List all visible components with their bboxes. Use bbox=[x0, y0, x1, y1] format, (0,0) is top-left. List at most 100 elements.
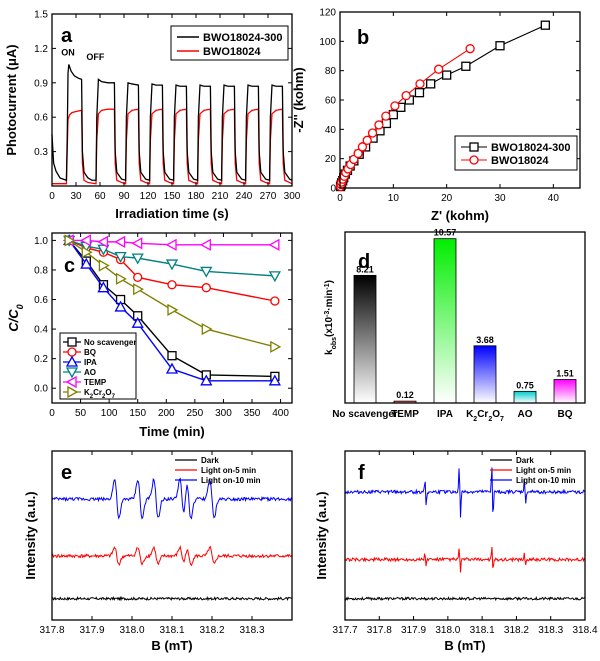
x-tick-label: 250 bbox=[187, 408, 204, 419]
y-tick-label: 120 bbox=[319, 8, 336, 19]
bar-value-label: 8.21 bbox=[356, 264, 374, 274]
panel-label-b: b bbox=[357, 27, 369, 49]
legend-marker bbox=[65, 367, 79, 379]
y-axis-label: -Z'' (kohm) bbox=[291, 67, 306, 132]
data-point bbox=[115, 272, 127, 285]
x-tick-label: 120 bbox=[140, 191, 157, 202]
y-axis-label: Intensity (a.u.) bbox=[23, 491, 38, 579]
legend-entry: Light on-10 min bbox=[201, 476, 261, 485]
data-point bbox=[414, 88, 425, 98]
y-axis-label: C/C0 bbox=[6, 304, 25, 331]
y-tick-label: 0.2 bbox=[34, 354, 48, 365]
x-axis-label: Z' (kohm) bbox=[431, 208, 489, 223]
x-tick-label: 200 bbox=[158, 408, 175, 419]
legend-entry: BWO18024-300 bbox=[491, 142, 571, 154]
data-point bbox=[79, 234, 91, 247]
series-line-Light on-10 min bbox=[51, 477, 293, 520]
x-tick-label: 318.2 bbox=[504, 625, 529, 636]
x-axis-label: Irradiation time (s) bbox=[115, 206, 228, 221]
legend-entry: AO bbox=[84, 368, 96, 377]
data-point bbox=[268, 238, 280, 251]
data-point bbox=[165, 238, 177, 251]
data-point bbox=[465, 44, 475, 54]
y-axis-label: Intensity (a.u.) bbox=[314, 491, 329, 579]
data-point bbox=[442, 70, 452, 80]
legend-entry: Light on-5 min bbox=[201, 466, 256, 475]
data-point bbox=[133, 283, 145, 296]
data-point bbox=[114, 252, 127, 263]
legend-entry: TEMP bbox=[84, 378, 107, 387]
data-point bbox=[270, 340, 282, 353]
bar-value-label: 0.75 bbox=[516, 380, 534, 390]
data-point bbox=[362, 135, 372, 145]
data-point bbox=[201, 283, 211, 293]
legend-entry: No scavenger bbox=[84, 338, 136, 347]
annotation-off: OFF bbox=[86, 52, 104, 62]
bar-K2Cr2O7 bbox=[473, 345, 497, 404]
y-tick-label: 100 bbox=[319, 37, 336, 48]
series-line-Dark bbox=[51, 595, 293, 602]
data-point bbox=[434, 64, 444, 74]
y-tick-label: 1.0 bbox=[34, 236, 48, 247]
x-tick-label: 318.3 bbox=[239, 625, 264, 636]
panel-label-d: d bbox=[358, 251, 370, 273]
legend-marker bbox=[469, 155, 479, 165]
category-label: No scavenger bbox=[332, 409, 398, 420]
legend-marker bbox=[65, 355, 79, 367]
x-tick-label: 30 bbox=[70, 191, 82, 202]
x-tick-label: 50 bbox=[75, 408, 87, 419]
x-tick-label: 240 bbox=[236, 191, 253, 202]
x-tick-label: 0 bbox=[49, 408, 55, 419]
data-point bbox=[268, 374, 281, 386]
panel-a: 0 30 60 90 120 150 180 210 240 270 300 0.3 0.6 0.9 1.2… bbox=[4, 10, 301, 222]
data-point bbox=[165, 362, 179, 374]
data-point bbox=[165, 259, 179, 271]
bar-value-label: 1.51 bbox=[556, 369, 574, 379]
legend-entry: IPA bbox=[84, 358, 97, 367]
x-tick-label: 350 bbox=[244, 408, 261, 419]
x-tick-label: 400 bbox=[272, 408, 289, 419]
category-label: IPA bbox=[437, 409, 453, 420]
data-point bbox=[201, 322, 213, 336]
y-axis-label: kobs(x10-3·min-1) bbox=[324, 280, 338, 355]
bar-value-label: 3.68 bbox=[476, 335, 494, 345]
x-tick-label: 40 bbox=[548, 193, 560, 204]
data-point bbox=[167, 280, 177, 290]
legend-entry: BWO18024 bbox=[491, 155, 549, 167]
data-point bbox=[133, 272, 143, 282]
y-tick-label: 40 bbox=[325, 125, 337, 136]
x-tick-label: 318.3 bbox=[538, 625, 563, 636]
y-tick-label: 0.0 bbox=[34, 384, 48, 395]
category-label: TEMP bbox=[391, 409, 419, 420]
legend-marker bbox=[469, 142, 479, 152]
data-point bbox=[426, 79, 436, 89]
data-point bbox=[97, 281, 110, 293]
x-tick-label: 317.8 bbox=[367, 625, 392, 636]
legend-entry: Light on-10 min bbox=[516, 476, 576, 485]
plot-frame bbox=[344, 231, 586, 404]
y-axis-label: Photocurrent (μA) bbox=[4, 44, 19, 155]
x-tick-label: 100 bbox=[101, 408, 118, 419]
data-point bbox=[357, 142, 368, 152]
series-line-Light on-5 min bbox=[51, 545, 293, 567]
x-tick-label: 20 bbox=[441, 193, 453, 204]
x-tick-label: 0 bbox=[49, 191, 55, 202]
y-tick-label: 1.2 bbox=[34, 44, 48, 55]
panel-b: 0 10 20 30 40 0 20 40 60 80 100 120 Z' (kohm) -Z'' (k… bbox=[291, 8, 581, 223]
x-tick-label: 150 bbox=[164, 191, 181, 202]
panel-c: 0 50 100 150 200 250 300 350 400 0.0 0.2 0.4 0.6 0.8 1… bbox=[6, 232, 293, 439]
data-point bbox=[495, 41, 505, 51]
data-point bbox=[97, 235, 109, 248]
plot-frame bbox=[51, 232, 293, 404]
bar-value-label: 0.12 bbox=[396, 390, 414, 400]
data-point bbox=[114, 300, 127, 312]
panel-label-a: a bbox=[61, 25, 73, 47]
legend-entry: Light on-5 min bbox=[516, 466, 571, 475]
x-tick-label: 318.4 bbox=[572, 625, 597, 636]
x-tick-label: 10 bbox=[388, 193, 400, 204]
legend-entry: BQ bbox=[84, 348, 96, 357]
